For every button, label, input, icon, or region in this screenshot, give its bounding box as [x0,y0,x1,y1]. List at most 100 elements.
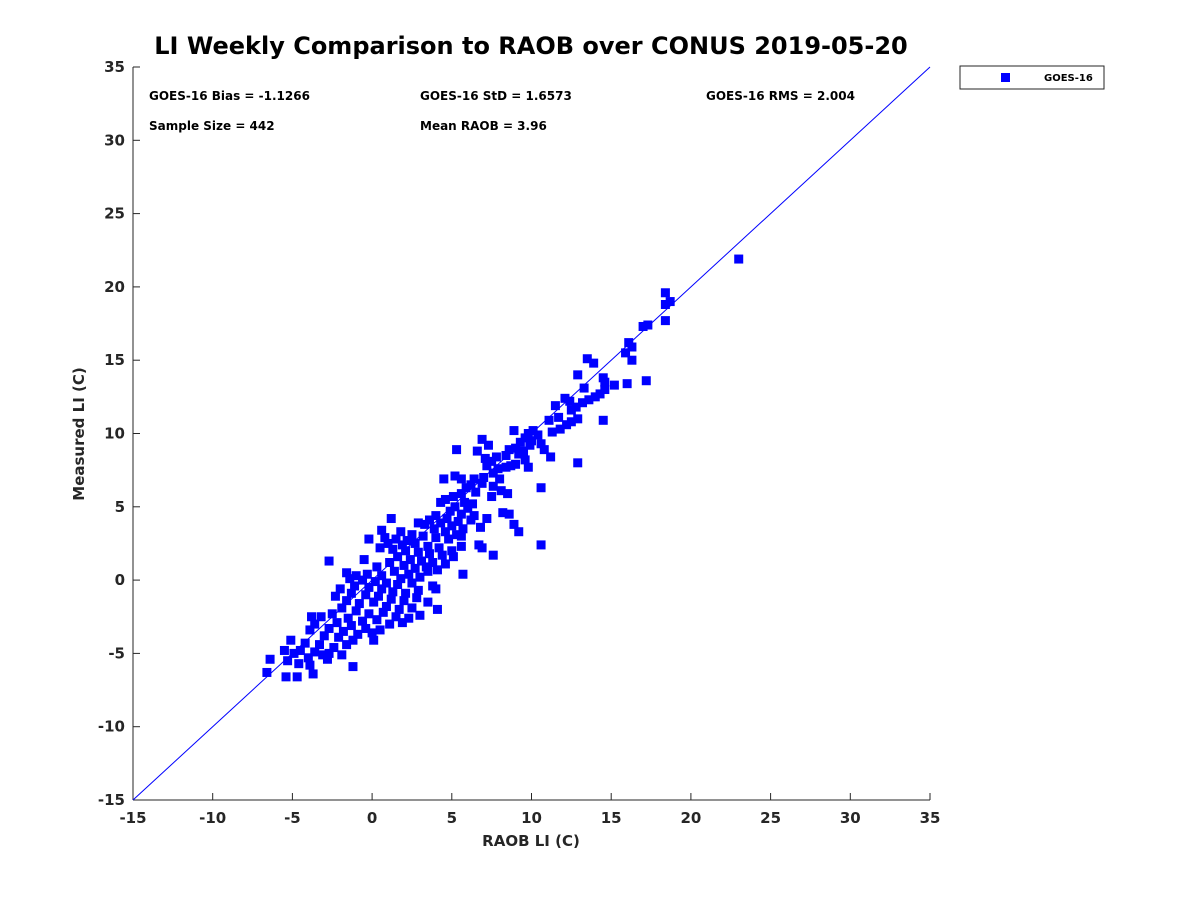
data-point [590,392,600,402]
data-point [410,538,420,548]
data-point [496,486,506,496]
data-point [364,534,374,544]
data-point [415,572,425,582]
data-point [307,612,317,622]
data-point [477,478,487,488]
data-point [324,648,334,658]
data-point [660,299,670,309]
data-point [300,638,310,648]
data-point [334,632,344,642]
data-point [520,433,530,443]
y-tick-label: 20 [104,278,125,296]
data-point [445,506,455,516]
data-point [609,380,619,390]
data-point [308,669,318,679]
data-point [589,358,599,368]
data-point [503,489,513,499]
x-tick-label: 25 [760,809,781,827]
data-point [493,464,503,474]
data-point [358,616,368,626]
data-point [316,612,326,622]
data-point [560,393,570,403]
annotation-std: GOES-16 StD = 1.6573 [420,89,572,103]
data-point [469,474,479,484]
data-point [504,509,514,519]
data-point [515,437,525,447]
y-tick-label: -10 [98,718,125,736]
data-point [337,603,347,613]
data-point [734,254,744,264]
data-point [388,544,398,554]
data-point [501,450,511,460]
data-point [643,320,653,330]
data-point [330,591,340,601]
data-point [641,376,651,386]
data-point [292,672,302,682]
data-point [407,578,417,588]
data-point [440,527,450,537]
x-axis-label: RAOB LI (C) [482,832,580,850]
data-point [393,552,403,562]
data-point [555,424,565,434]
data-point [369,635,379,645]
data-point [386,594,396,604]
data-point [381,578,391,588]
data-point [528,426,538,436]
goes16-series [262,254,744,682]
data-point [550,401,560,411]
data-point [385,619,395,629]
data-point [396,574,406,584]
data-point [447,546,457,556]
annotation-rms: GOES-16 RMS = 2.004 [706,89,855,103]
chart-title: LI Weekly Comparison to RAOB over CONUS … [154,32,907,60]
legend-marker-icon [1001,73,1010,82]
y-tick-label: 15 [104,351,125,369]
data-point [388,587,398,597]
data-point [483,440,493,450]
data-point [514,449,524,459]
data-point [479,472,489,482]
data-point [279,645,289,655]
data-point [380,533,390,543]
data-point [660,316,670,326]
data-point [582,354,592,364]
x-tick-label: 35 [920,809,941,827]
data-point [310,647,320,657]
data-point [452,530,462,540]
x-tick-label: -5 [284,809,301,827]
data-point [338,626,348,636]
data-point [471,487,481,497]
data-point [420,519,430,529]
data-point [342,596,352,606]
data-point [488,468,498,478]
data-point [432,565,442,575]
data-point [369,597,379,607]
data-point [533,430,543,440]
data-point [566,405,576,415]
data-point [385,558,395,568]
data-point [437,550,447,560]
data-point [431,511,441,521]
data-point [413,518,423,528]
data-point [399,560,409,570]
y-axis-label: Measured LI (C) [70,367,88,500]
data-point [397,618,407,628]
data-point [314,640,324,650]
data-point [509,426,519,436]
data-point [412,593,422,603]
data-point [381,601,391,611]
data-point [396,527,406,537]
data-point [638,321,648,331]
data-point [504,445,514,455]
data-point [342,640,352,650]
data-point [584,395,594,405]
data-point [627,355,637,365]
data-point [327,609,337,619]
x-tick-label: 15 [601,809,622,827]
data-point [350,581,360,591]
data-point [329,643,339,653]
data-point [305,660,315,670]
data-point [413,585,423,595]
data-point [359,555,369,565]
data-point [520,455,530,465]
